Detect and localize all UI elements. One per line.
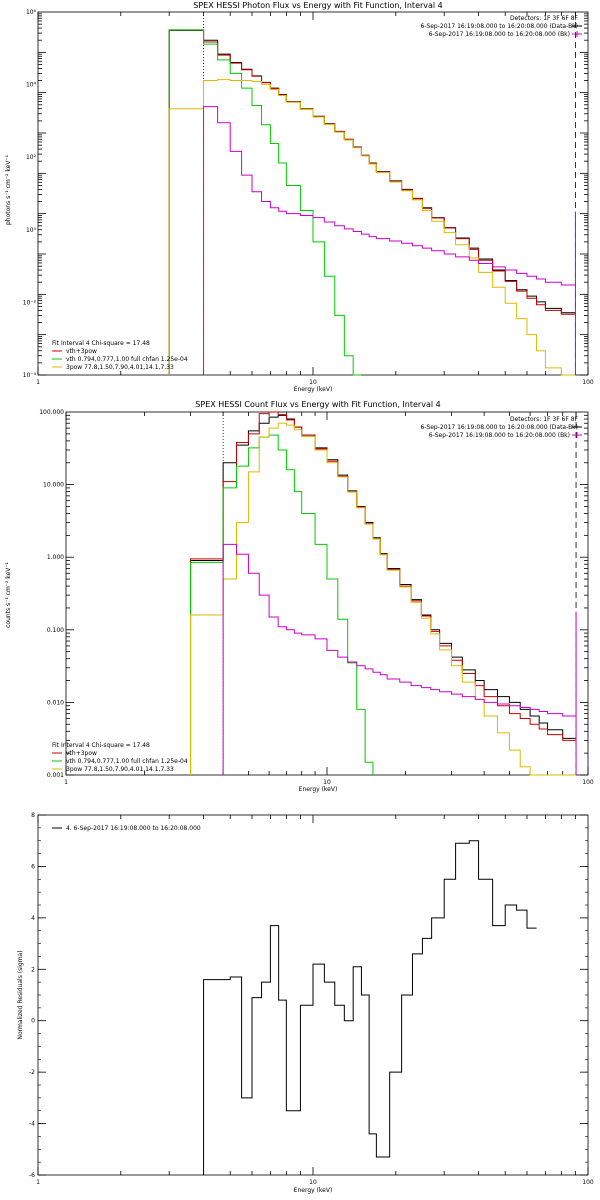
legend-label-thermal: vth 0.794,0.777,1.00 full chfan 1.25e-04 xyxy=(66,356,188,363)
series-data xyxy=(168,29,576,375)
x-tick-label: 10 xyxy=(309,379,317,386)
y-tick-label: 0.010 xyxy=(47,699,64,706)
series-residuals xyxy=(203,840,537,1175)
x-axis-label: Energy (keV) xyxy=(299,786,338,793)
axis-ticks: 1 10 100 0.001 0.010 0.100 1.000 10.000 100.000 xyxy=(39,409,594,786)
y-tick-label: 0 xyxy=(31,1018,35,1025)
series-3pow xyxy=(190,422,577,776)
legend-bk-interval: 6-Sep-2017 16:19:08.000 to 16:20:08.000 … xyxy=(429,31,570,38)
series-group xyxy=(203,840,537,1175)
y-tick-label: 0.001 xyxy=(47,772,64,779)
legend-label-thermal: vth 0.794,0.777,1.00 full chfan 1.25e-04 xyxy=(66,758,188,765)
y-tick-label: 2 xyxy=(31,966,35,973)
y-axis-label: photons s⁻¹ cm⁻² keV⁻¹ xyxy=(5,154,12,225)
x-tick-label: 100 xyxy=(582,779,594,786)
series-group xyxy=(168,12,576,376)
legend-label-powerlaw: 3pow 77.8,1.50,7.90,4.01,14.1,7.33 xyxy=(66,364,174,371)
legend-bottom: Fit Interval 4 Chi-square = 17.48 vth+3p… xyxy=(52,742,188,773)
y-axis-label: Normalized Residuals (sigma) xyxy=(17,950,24,1039)
legend-bk-interval: 6-Sep-2017 16:19:08.000 to 16:20:08.000 … xyxy=(429,432,570,439)
y-tick-label: -6 xyxy=(29,1172,35,1179)
y-tick-label: 8 xyxy=(31,812,35,819)
residuals-chart: 1 10 100 -6 -4 -2 0 2 4 6 8 Normalized Residuals (… xyxy=(17,812,594,1194)
legend-detectors: Detectors: 1F 3F 6F 8F xyxy=(510,15,579,22)
y-tick-label: 10⁻⁴ xyxy=(23,372,37,379)
x-tick-label: 100 xyxy=(582,379,594,386)
x-tick-label: 1 xyxy=(36,1179,40,1186)
series-3pow xyxy=(168,79,576,376)
series-vth xyxy=(168,29,362,376)
chart-title: SPEX HESSI Count Flux vs Energy with Fit… xyxy=(195,400,440,409)
y-tick-label: 10.000 xyxy=(43,482,64,489)
series-vth-plus-3pow xyxy=(168,29,576,375)
y-tick-label: 100.000 xyxy=(39,409,64,416)
y-tick-label: 1.000 xyxy=(47,554,64,561)
legend-top: Detectors: 1F 3F 6F 8F 6-Sep-2017 16:19:… xyxy=(420,416,582,439)
legend: 4. 6-Sep-2017 16:19:08.000 to 16:20:08.0… xyxy=(52,825,201,832)
x-tick-label: 10 xyxy=(323,779,331,786)
y-tick-label: 4 xyxy=(31,915,35,922)
photon-flux-chart: SPEX HESSI Photon Flux vs Energy with Fi… xyxy=(5,1,594,393)
y-tick-label: -2 xyxy=(29,1069,35,1076)
legend-top: Detectors: 1F 3F 6F 8F 6-Sep-2017 16:19:… xyxy=(420,15,582,38)
y-tick-label: 0.100 xyxy=(47,627,64,634)
y-tick-label: 10⁻² xyxy=(23,299,37,306)
y-tick-label: 10² xyxy=(26,154,37,161)
series-group xyxy=(190,411,577,776)
count-flux-chart: SPEX HESSI Count Flux vs Energy with Fit… xyxy=(5,400,594,793)
x-tick-label: 100 xyxy=(582,1179,594,1186)
y-tick-label: 10⁰ xyxy=(26,227,37,234)
series-vth xyxy=(190,434,374,775)
legend-bottom: Fit Interval 4 Chi-square = 17.48 vth+3p… xyxy=(52,340,188,371)
axis-ticks: 1 10 100 -6 -4 -2 0 2 4 6 8 xyxy=(29,812,594,1186)
legend-data-interval: 6-Sep-2017 16:19:08.000 to 16:20:08.000 … xyxy=(420,424,578,431)
x-axis-label: Energy (keV) xyxy=(294,386,333,393)
x-tick-label: 1 xyxy=(36,379,40,386)
legend-label-residuals: 4. 6-Sep-2017 16:19:08.000 to 16:20:08.0… xyxy=(66,825,201,832)
legend-label-powerlaw: 3pow 77.8,1.50,7.90,4.01,14.1,7.33 xyxy=(66,766,174,773)
x-axis-label: Energy (keV) xyxy=(294,1187,333,1194)
x-tick-label: 1 xyxy=(64,779,68,786)
y-tick-label: -4 xyxy=(29,1121,35,1128)
series-background xyxy=(222,543,577,775)
y-tick-label: 10⁶ xyxy=(26,9,37,16)
series-data xyxy=(190,414,577,775)
legend-label-total: vth+3pow xyxy=(66,750,97,757)
series-background xyxy=(203,106,576,375)
chart-title: SPEX HESSI Photon Flux vs Energy with Fi… xyxy=(193,1,443,10)
legend-fit-header: Fit Interval 4 Chi-square = 17.48 xyxy=(52,742,150,749)
plot-frame xyxy=(65,411,589,776)
y-axis-label: counts s⁻¹ cm⁻² keV⁻¹ xyxy=(5,562,12,628)
x-tick-label: 10 xyxy=(309,1179,317,1186)
axis-ticks: 1 10 100 10⁻⁴ 10⁻² 10⁰ 10² 10⁴ 10⁶ xyxy=(23,9,594,386)
legend-detectors: Detectors: 1F 3F 6F 8F xyxy=(510,416,579,423)
y-tick-label: 10⁴ xyxy=(26,82,37,89)
y-tick-label: 6 xyxy=(31,863,35,870)
legend-data-interval: 6-Sep-2017 16:19:08.000 to 16:20:08.000 … xyxy=(420,23,578,30)
legend-fit-header: Fit Interval 4 Chi-square = 17.48 xyxy=(52,340,150,347)
legend-label-total: vth+3pow xyxy=(66,348,97,355)
plot-frame xyxy=(37,11,589,376)
